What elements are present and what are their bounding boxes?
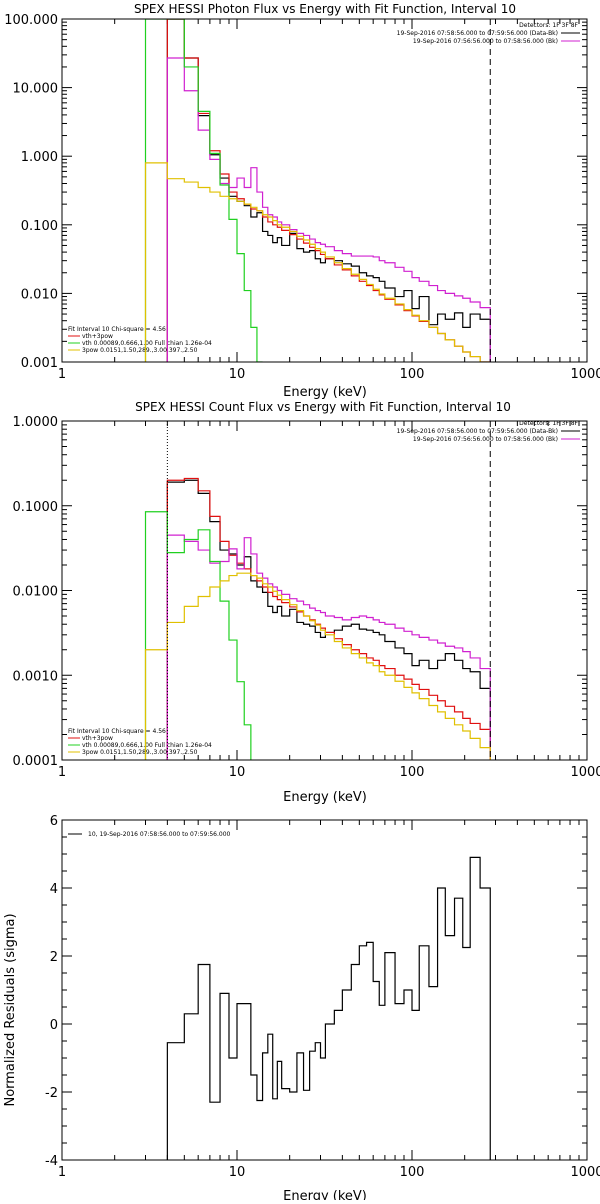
count-flux-info-top: Detectors: 1F 3F 8F 19-Sep-2016 07:58:56… bbox=[397, 420, 580, 443]
photon-flux-series-data-bk bbox=[167, 19, 490, 362]
photon-flux-info-top: Detectors: 1F 3F 8F 19-Sep-2016 07:58:56… bbox=[397, 22, 580, 45]
residuals-y-tick-label-0: 0 bbox=[50, 1018, 58, 1033]
count-flux-series-3pow bbox=[146, 573, 491, 760]
residuals-series-residuals bbox=[167, 857, 490, 1160]
count-flux-title: SPEX HESSI Count Flux vs Energy with Fit… bbox=[135, 400, 511, 414]
photon-flux-y-tick-label-100-000: 100.000 bbox=[4, 13, 58, 28]
photon-flux-series-vth-3pow bbox=[167, 19, 490, 362]
count-flux-y-tick-label-0-0010: 0.0010 bbox=[13, 669, 59, 684]
photon-flux-y-tick-label-0-001: 0.001 bbox=[21, 356, 58, 371]
photon-flux-y-tick-label-10-000: 10.000 bbox=[13, 82, 59, 97]
photon-flux-series-vth bbox=[146, 19, 263, 362]
residuals-x-tick-label-1: 1 bbox=[58, 1165, 66, 1180]
residuals-ylabel: Normalized Residuals (sigma) bbox=[3, 913, 18, 1106]
residuals-plot-frame bbox=[62, 820, 587, 1160]
photon-flux-panel: SPEX HESSI Photon Flux vs Energy with Fi… bbox=[4, 2, 600, 400]
count-flux-y-tick-label-0-0001: 0.0001 bbox=[13, 754, 59, 769]
residuals-y-tick-label-4: -4 bbox=[45, 1154, 58, 1169]
count-model-label: vth+3pow bbox=[82, 735, 113, 742]
count-data-interval-label: 19-Sep-2016 07:58:56.000 to 07:59:56.000… bbox=[397, 428, 558, 435]
count-flux-y-tick-label-1-0000: 1.0000 bbox=[13, 415, 59, 430]
count-flux-y-tick-label-0-0100: 0.0100 bbox=[13, 585, 59, 600]
residuals-panel: 10, 19-Sep-2016 07:58:56.000 to 07:59:56… bbox=[3, 814, 600, 1200]
residuals-xlabel: Energy (keV) bbox=[283, 1189, 367, 1200]
count-bk-interval-label: 19-Sep-2016 07:56:56.000 to 07:58:56.000… bbox=[413, 436, 558, 443]
residuals-legend-label: 10, 19-Sep-2016 07:58:56.000 to 07:59:56… bbox=[88, 831, 231, 838]
residuals-x-tick-label-10: 10 bbox=[229, 1165, 246, 1180]
residuals-y-tick-label-2: -2 bbox=[45, 1086, 58, 1101]
count-flux-info-bottom: Fit Interval 10 Chi-square = 4.56 vth+3p… bbox=[68, 728, 212, 756]
residuals-y-tick-label-6: 6 bbox=[50, 814, 58, 829]
count-flux-series-vth-3pow bbox=[167, 478, 490, 760]
count-flux-panel: SPEX HESSI Count Flux vs Energy with Fit… bbox=[13, 400, 600, 805]
count-flux-x-tick-label-10: 10 bbox=[229, 765, 246, 780]
residuals-x-tick-label-1000: 1000 bbox=[570, 1165, 600, 1180]
photon-flux-plot-frame bbox=[62, 19, 587, 362]
photon-model-label: vth+3pow bbox=[82, 333, 113, 340]
photon-data-interval-label: 19-Sep-2016 07:58:56.000 to 07:59:56.000… bbox=[397, 30, 558, 37]
count-flux-x-tick-label-1: 1 bbox=[58, 765, 66, 780]
count-flux-x-tick-label-1000: 1000 bbox=[570, 765, 600, 780]
count-flux-xlabel: Energy (keV) bbox=[283, 790, 367, 805]
photon-flux-x-tick-label-100: 100 bbox=[400, 367, 425, 382]
count-fit-interval-label: Fit Interval 10 Chi-square = 4.56 bbox=[68, 728, 166, 735]
photon-flux-y-tick-label-0-100: 0.100 bbox=[21, 219, 58, 234]
photon-flux-x-tick-label-1000: 1000 bbox=[570, 367, 600, 382]
photon-flux-y-tick-label-1-000: 1.000 bbox=[21, 150, 58, 165]
count-3pow-params-label: 3pow 0.0151,1.50,289.,3.00,397.,2.50 bbox=[82, 749, 198, 756]
photon-flux-y-tick-label-0-010: 0.010 bbox=[21, 287, 58, 302]
count-flux-series-bk bbox=[167, 535, 490, 760]
photon-flux-series-3pow bbox=[146, 163, 491, 362]
photon-flux-x-tick-label-1: 1 bbox=[58, 367, 66, 382]
count-vth-params-label: vth 0.00089,0.666,1.00 Full chian 1.26e-… bbox=[82, 742, 212, 749]
count-flux-x-tick-label-100: 100 bbox=[400, 765, 425, 780]
photon-vth-params-label: vth 0.00089,0.666,1.00 Full chian 1.26e-… bbox=[82, 340, 212, 347]
residuals-y-tick-label-2: 2 bbox=[50, 950, 58, 965]
residuals-x-tick-label-100: 100 bbox=[400, 1165, 425, 1180]
photon-flux-series-bk bbox=[167, 58, 490, 362]
photon-flux-title: SPEX HESSI Photon Flux vs Energy with Fi… bbox=[134, 2, 516, 16]
photon-flux-xlabel: Energy (keV) bbox=[283, 385, 367, 400]
photon-bk-interval-label: 19-Sep-2016 07:56:56.000 to 07:58:56.000… bbox=[413, 38, 558, 45]
photon-fit-interval-label: Fit Interval 10 Chi-square = 4.56 bbox=[68, 326, 166, 333]
photon-3pow-params-label: 3pow 0.0151,1.50,289.,3.00,397.,2.50 bbox=[82, 347, 198, 354]
photon-flux-x-tick-label-10: 10 bbox=[229, 367, 246, 382]
photon-flux-info-bottom: Fit Interval 10 Chi-square = 4.56 vth+3p… bbox=[68, 326, 212, 354]
count-flux-y-tick-label-0-1000: 0.1000 bbox=[13, 500, 59, 515]
residuals-legend: 10, 19-Sep-2016 07:58:56.000 to 07:59:56… bbox=[68, 831, 231, 838]
count-flux-series-data-bk bbox=[167, 480, 490, 760]
residuals-y-tick-label-4: 4 bbox=[50, 882, 58, 897]
count-flux-plot-frame bbox=[62, 421, 587, 760]
